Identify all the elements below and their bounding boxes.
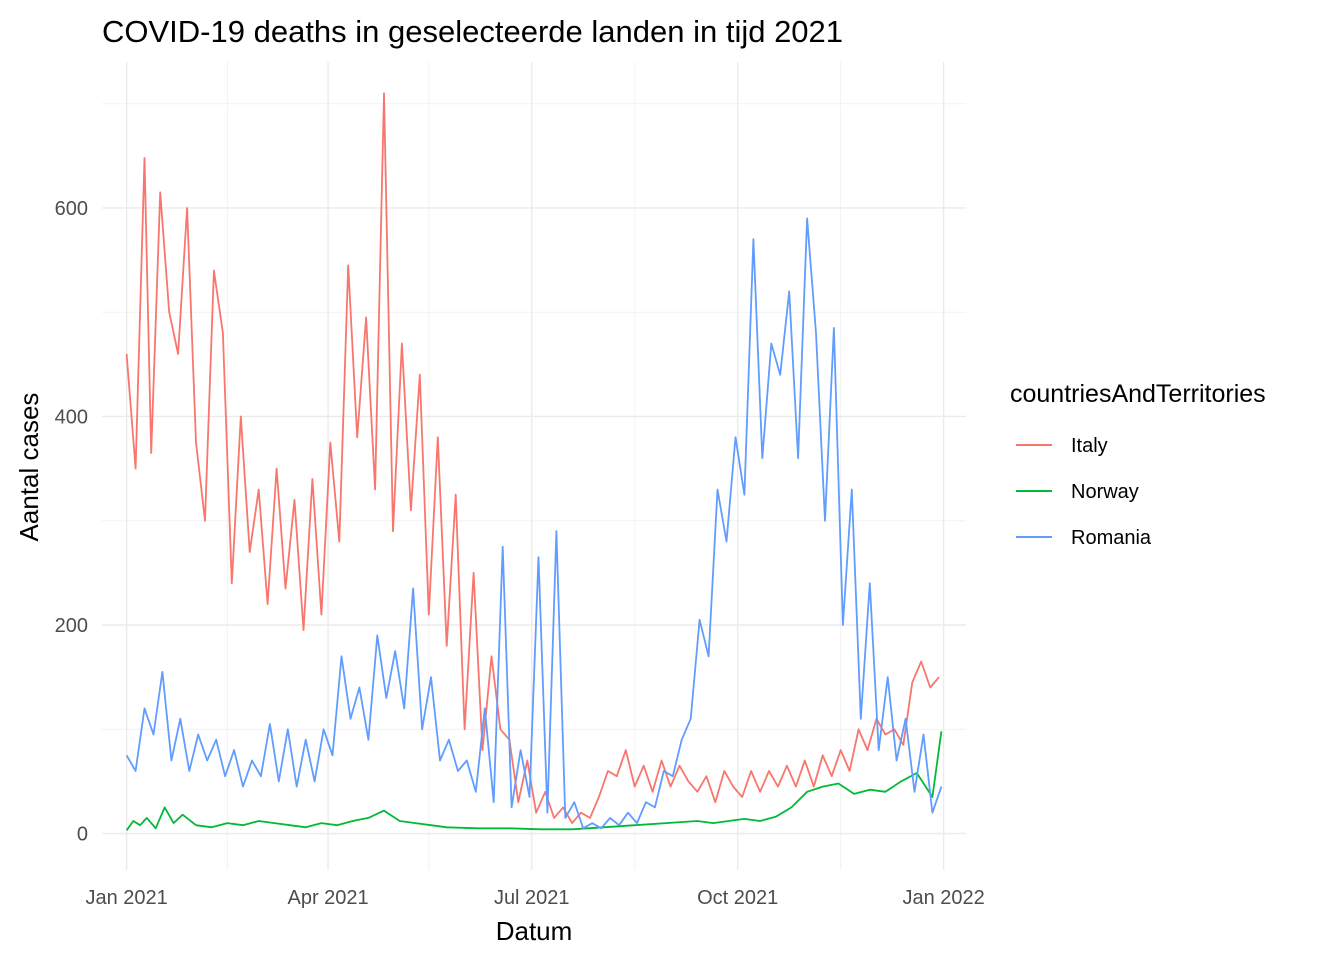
y-tick-label: 400 xyxy=(55,406,88,428)
x-tick-label: Jan 2022 xyxy=(902,887,984,909)
legend-item-romania: Romania xyxy=(1016,527,1152,549)
x-tick-label: Oct 2021 xyxy=(697,887,778,909)
legend-item-italy: Italy xyxy=(1016,435,1108,457)
y-tick-label: 0 xyxy=(77,824,88,846)
legend-label: Italy xyxy=(1071,435,1108,457)
legend-label: Norway xyxy=(1071,481,1139,503)
legend: countriesAndTerritories Italy Norway Roman… xyxy=(1010,380,1266,549)
x-tick-label: Jul 2021 xyxy=(494,887,570,909)
series-line-norway xyxy=(125,731,943,831)
x-axis-ticks: Jan 2021 Apr 2021 Jul 2021 Oct 2021 Jan 2022 xyxy=(85,887,984,909)
x-tick-label: Jan 2021 xyxy=(85,887,167,909)
y-tick-label: 200 xyxy=(55,615,88,637)
series-line-italy xyxy=(125,92,940,824)
legend-item-norway: Norway xyxy=(1016,481,1139,503)
series-line-romania xyxy=(125,217,943,830)
x-axis-title: Datum xyxy=(496,916,573,946)
y-axis-ticks: 0 200 400 600 xyxy=(55,198,88,846)
legend-label: Romania xyxy=(1071,527,1152,549)
legend-title: countriesAndTerritories xyxy=(1010,380,1266,408)
plot-grid xyxy=(102,62,966,870)
chart-title: COVID-19 deaths in geselecteerde landen … xyxy=(102,14,843,49)
series-layer xyxy=(125,92,943,831)
y-axis-title: Aantal cases xyxy=(14,393,44,542)
x-tick-label: Apr 2021 xyxy=(287,887,368,909)
y-tick-label: 600 xyxy=(55,198,88,220)
